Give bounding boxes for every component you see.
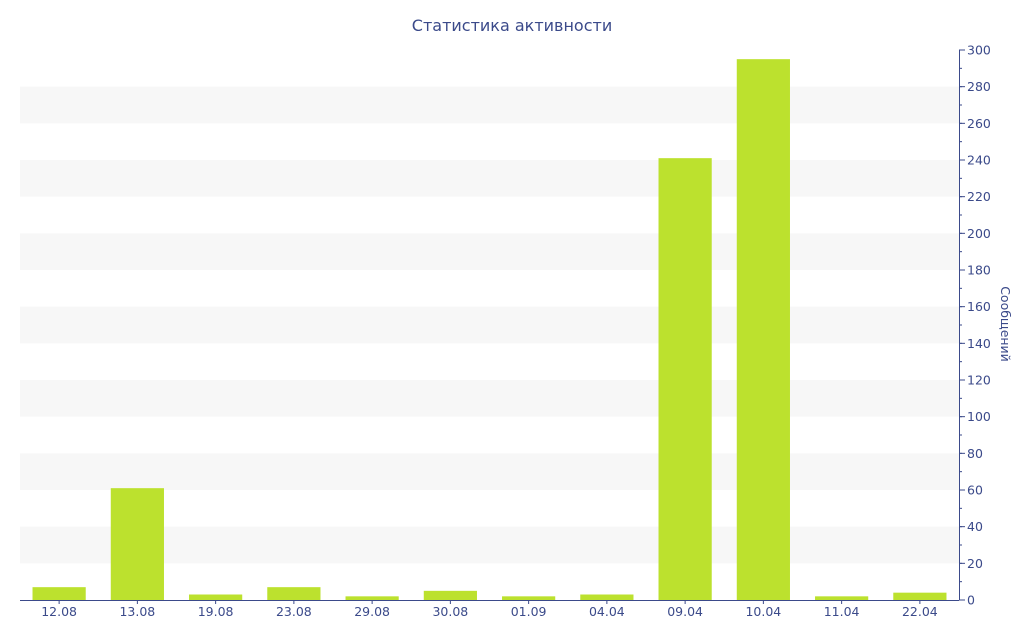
y-tick-label: 80 (967, 446, 983, 461)
grid-band (20, 160, 959, 197)
y-tick-label: 0 (967, 593, 975, 608)
y-tick-label: 40 (967, 519, 983, 534)
grid-band (20, 86, 959, 124)
y-tick-label: 220 (967, 189, 991, 204)
axes: 12.08 13.08 19.08 23.08 29.08 30.08 01.09 04.04… (20, 43, 991, 619)
y-tick-label: 20 (967, 556, 983, 571)
x-tick-label: 23.08 (276, 604, 312, 619)
y-tick-label: 200 (967, 226, 991, 241)
x-tick-label: 11.04 (824, 604, 860, 619)
y-axis-label: Сообщений (998, 286, 1013, 362)
grid-band (20, 453, 959, 490)
bar-01.09 (502, 596, 556, 600)
grid-bands (20, 86, 959, 564)
bar-12.08 (32, 587, 86, 600)
bar-23.08 (267, 587, 321, 600)
bar-04.04 (580, 594, 634, 600)
y-tick-label: 100 (967, 409, 991, 424)
bar-29.08 (345, 596, 399, 600)
x-tick-label: 19.08 (198, 604, 234, 619)
bar-09.04 (658, 158, 712, 600)
bar-22.04 (893, 592, 947, 600)
x-tick-label: 29.08 (354, 604, 390, 619)
y-tick-label: 280 (967, 79, 991, 94)
y-tick-label: 140 (967, 336, 991, 351)
grid-band (20, 233, 959, 270)
x-tick-label: 13.08 (119, 604, 155, 619)
bar-13.08 (110, 488, 164, 600)
y-tick-label: 240 (967, 153, 991, 168)
x-tick-label: 30.08 (432, 604, 468, 619)
grid-band (20, 306, 959, 344)
bars (32, 59, 947, 600)
y-tick-label: 120 (967, 373, 991, 388)
x-tick-label: 09.04 (667, 604, 703, 619)
y-tick-label: 300 (967, 43, 991, 58)
x-tick-label: 01.09 (511, 604, 547, 619)
bar-30.08 (423, 590, 477, 600)
grid-band (20, 526, 959, 564)
grid-band (20, 380, 959, 417)
bar-19.08 (189, 594, 243, 600)
x-tick-label: 04.04 (589, 604, 625, 619)
y-tick-label: 60 (967, 483, 983, 498)
bar-10.04 (736, 59, 790, 600)
chart-title: Статистика активности (412, 16, 612, 35)
y-tick-label: 160 (967, 299, 991, 314)
x-tick-label: 12.08 (41, 604, 77, 619)
x-tick-label: 10.04 (745, 604, 781, 619)
x-tick-label: 22.04 (902, 604, 938, 619)
bar-11.04 (815, 596, 869, 600)
y-tick-label: 180 (967, 263, 991, 278)
y-tick-label: 260 (967, 116, 991, 131)
